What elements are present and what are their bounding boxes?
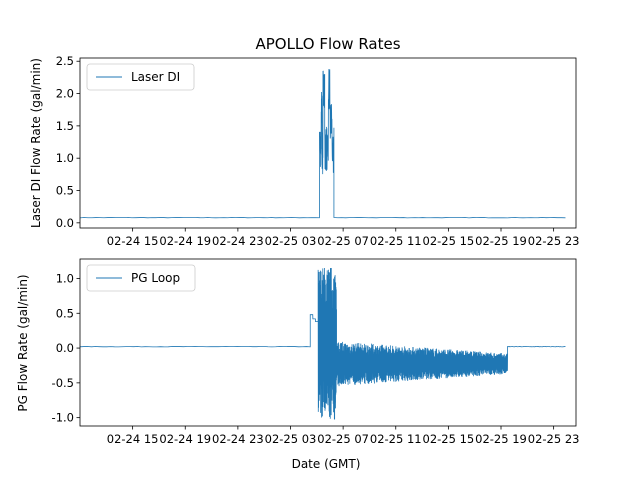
x-axis-label: Date (GMT): [292, 457, 361, 471]
pg-loop-y-axis-label: PG Flow Rate (gal/min): [16, 274, 30, 411]
x-tick-label: 02-24 19: [159, 432, 211, 446]
x-tick-label: 02-25 15: [423, 432, 475, 446]
chart-title: APOLLO Flow Rates: [255, 35, 400, 53]
x-tick-label: 02-25 03: [265, 432, 317, 446]
y-tick-label: -0.5: [52, 376, 74, 390]
x-tick-label: 02-24 15: [107, 432, 159, 446]
laser-di-x-ticks: 02-24 15 02-24 19 02-24 23 02-25 03 02-25 07…: [107, 228, 580, 248]
x-tick-label: 02-24 15: [107, 234, 159, 248]
series-line: [80, 69, 566, 219]
laser-di-axes-frame: [79, 57, 577, 229]
laser-di-legend: Laser DI: [86, 63, 195, 91]
y-tick-label: 1.0: [56, 151, 74, 165]
laser-di-subplot: 0.0 0.5 1.0 1.5 2.0 2.5 02-24 15 02-24 19 02-24…: [29, 54, 579, 248]
x-tick-label: 02-25 11: [370, 432, 422, 446]
x-tick-label: 02-24 23: [212, 234, 264, 248]
y-tick-label: -1.0: [52, 411, 74, 425]
laser-di-y-ticks: 0.0 0.5 1.0 1.5 2.0 2.5: [56, 54, 80, 230]
y-tick-label: 0.0: [56, 341, 74, 355]
laser-di-legend-label: Laser DI: [131, 70, 180, 84]
pg-loop-y-ticks: -1.0 -0.5 0.0 0.5 1.0: [52, 271, 80, 425]
x-tick-label: 02-25 11: [370, 234, 422, 248]
y-tick-label: 0.0: [56, 216, 74, 230]
x-tick-label: 02-25 07: [317, 432, 369, 446]
laser-di-series: [80, 69, 566, 219]
x-tick-label: 02-25 23: [528, 234, 580, 248]
x-tick-label: 02-25 07: [317, 234, 369, 248]
x-tick-label: 02-24 23: [212, 432, 264, 446]
x-tick-label: 02-25 23: [528, 432, 580, 446]
x-tick-label: 02-25 15: [423, 234, 475, 248]
pg-loop-series: [80, 267, 566, 420]
pg-loop-legend-label: PG Loop: [131, 271, 180, 285]
y-tick-label: 0.5: [56, 184, 74, 198]
series-line: [80, 267, 566, 420]
pg-loop-axes-frame: [79, 258, 577, 427]
pg-loop-subplot: -1.0 -0.5 0.0 0.5 1.0 02-24 15 02-24 19 02-24 …: [16, 258, 580, 471]
y-tick-label: 2.5: [56, 54, 74, 68]
x-tick-label: 02-25 19: [475, 234, 527, 248]
x-tick-label: 02-25 19: [475, 432, 527, 446]
y-tick-label: 1.5: [56, 119, 74, 133]
y-tick-label: 1.0: [56, 271, 74, 285]
y-tick-label: 0.5: [56, 306, 74, 320]
pg-loop-x-ticks: 02-24 15 02-24 19 02-24 23 02-25 03 02-25 07…: [107, 426, 580, 446]
pg-loop-legend: PG Loop: [86, 264, 196, 292]
y-tick-label: 2.0: [56, 87, 74, 101]
laser-di-y-axis-label: Laser DI Flow Rate (gal/min): [29, 58, 43, 228]
x-tick-label: 02-24 19: [159, 234, 211, 248]
x-tick-label: 02-25 03: [265, 234, 317, 248]
